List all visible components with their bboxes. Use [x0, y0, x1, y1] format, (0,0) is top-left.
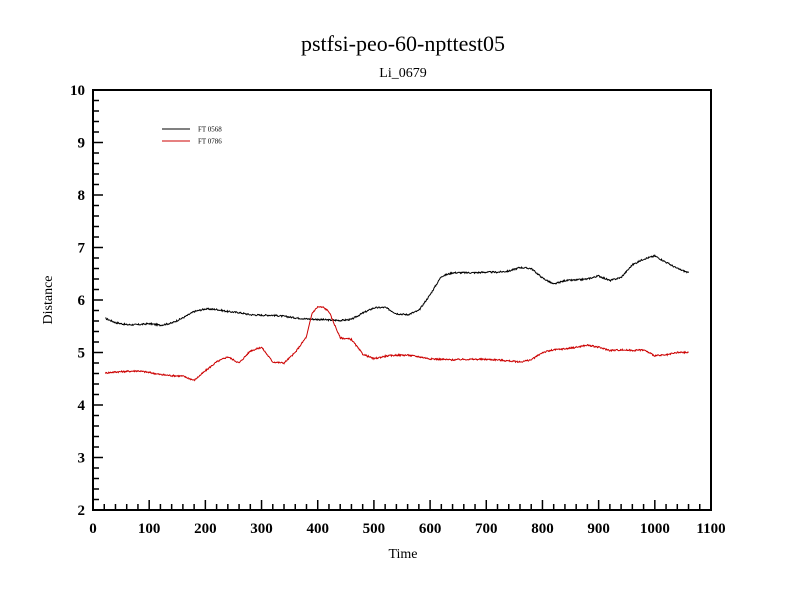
x-axis: 0 100 200 300 400 500 600 700 800 900 1000 1100: [89, 500, 726, 537]
x-tick-label: 0: [89, 521, 97, 537]
legend: FT 0568 FT 0786: [162, 126, 222, 146]
x-tick-label: 300: [250, 521, 273, 537]
chart-subtitle: Li_0679: [379, 66, 426, 81]
x-tick-label: 500: [363, 521, 386, 537]
y-axis: 2 3 4 5 6 7 8 9 10: [70, 83, 103, 519]
x-axis-label: Time: [388, 547, 417, 562]
x-tick-label: 1000: [640, 521, 670, 537]
y-tick-label: 6: [78, 293, 86, 309]
y-tick-label: 9: [78, 136, 86, 152]
y-tick-label: 8: [78, 188, 86, 204]
x-tick-label: 800: [531, 521, 554, 537]
y-tick-label: 7: [78, 241, 86, 257]
x-tick-label: 200: [194, 521, 217, 537]
x-tick-label: 900: [587, 521, 610, 537]
series-layer: [104, 254, 689, 382]
y-tick-label: 5: [78, 346, 86, 362]
y-axis-label: Distance: [41, 276, 56, 325]
y-tick-label: 10: [70, 83, 85, 99]
legend-entry: FT 0568: [198, 126, 222, 134]
series-line-1: [105, 254, 689, 327]
x-tick-label: 1100: [696, 521, 725, 537]
x-tick-label: 700: [475, 521, 498, 537]
x-tick-label: 400: [306, 521, 329, 537]
x-tick-label: 600: [419, 521, 442, 537]
series-line-2: [104, 305, 689, 382]
chart-title: pstfsi-peo-60-npttest05: [301, 31, 505, 56]
legend-entry: FT 0786: [198, 138, 222, 146]
y-tick-label: 2: [78, 503, 86, 519]
plot-frame: [92, 89, 712, 511]
y-tick-label: 4: [78, 398, 86, 414]
y-tick-label: 3: [78, 451, 86, 467]
x-tick-label: 100: [138, 521, 161, 537]
